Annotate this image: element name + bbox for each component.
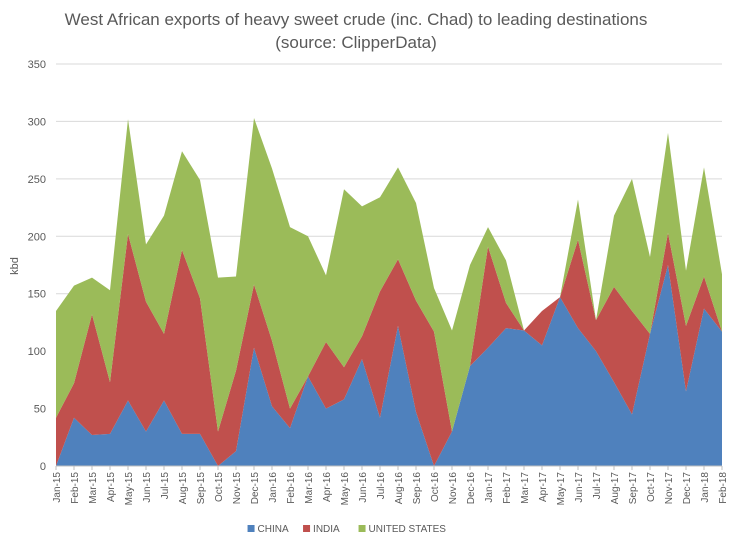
legend-swatch-india [303,525,311,532]
x-tick-label: Nov-17 [664,472,675,505]
x-tick-label: Jul-16 [376,472,387,500]
x-tick-label: Jul-15 [160,472,171,500]
x-tick-label: Oct-17 [646,472,657,502]
legend-swatch-united-states [358,525,366,532]
y-tick-label: 250 [28,174,46,186]
legend: CHINA INDIA UNITED STATES [247,524,447,535]
x-tick-label: Jan-16 [268,472,279,503]
x-tick-label: Jul-17 [592,472,603,500]
x-tick-label: Apr-15 [106,472,117,502]
x-tick-label: Jun-15 [142,472,153,503]
x-tick-label: Sep-15 [196,472,207,505]
legend-label-india: INDIA [313,524,340,535]
y-axis-label: kbd [9,257,21,275]
x-tick-label: Aug-16 [394,472,405,505]
x-tick-label: Feb-18 [718,472,729,504]
axes: 0 50 100 150 200 250 300 350 Jan-15 Feb-15 Mar-15 A… [28,59,729,505]
x-tick-label: Sep-17 [628,472,639,505]
x-tick-label: Feb-16 [286,472,297,504]
x-tick-label: May-15 [124,472,135,506]
x-tick-label: Mar-16 [304,472,315,504]
x-tick-label: Aug-15 [178,472,189,505]
legend-label-china: CHINA [258,524,289,535]
x-tick-label: Aug-17 [610,472,621,505]
x-tick-label: Sep-16 [412,472,423,505]
y-tick-label: 300 [28,116,46,128]
x-tick-label: May-17 [556,472,567,506]
chart-title: West African exports of heavy sweet crud… [65,10,648,29]
x-tick-label: Jan-18 [700,472,711,503]
y-tick-label: 0 [40,461,46,473]
x-tick-label: Apr-17 [538,472,549,502]
x-tick-label: Nov-15 [232,472,243,505]
legend-swatch-china [247,525,255,532]
y-tick-label: 350 [28,59,46,71]
x-tick-label: Apr-16 [322,472,333,502]
chart-subtitle: (source: ClipperData) [275,33,437,52]
x-tick-label: Feb-17 [502,472,513,504]
x-tick-label: Oct-16 [430,472,441,502]
plot-area [56,117,722,466]
x-tick-label: Nov-16 [448,472,459,505]
y-tick-label: 150 [28,289,46,301]
x-tick-label: Dec-15 [250,472,261,505]
x-tick-label: May-16 [340,472,351,506]
x-tick-label: Jun-16 [358,472,369,503]
x-tick-label: Feb-15 [70,472,81,504]
x-tick-label: Jun-17 [574,472,585,503]
x-tick-label: Jan-15 [52,472,63,503]
series-area-united-states [56,117,722,432]
y-tick-label: 100 [28,346,46,358]
x-tick-label: Dec-17 [682,472,693,505]
series-area-china [56,265,722,466]
x-tick-label: Mar-17 [520,472,531,504]
x-tick-label: Dec-16 [466,472,477,505]
x-tick-label: Jan-17 [484,472,495,503]
x-tick-label: Oct-15 [214,472,225,502]
y-tick-label: 200 [28,231,46,243]
legend-label-united-states: UNITED STATES [369,524,447,535]
series-area-india [56,232,722,466]
x-tick-label: Mar-15 [88,472,99,504]
y-tick-label: 50 [34,404,46,416]
